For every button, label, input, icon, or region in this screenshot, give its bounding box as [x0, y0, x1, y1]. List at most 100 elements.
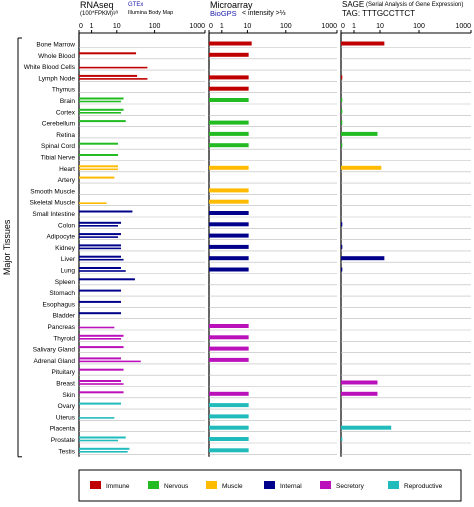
- bar-biogps: [209, 120, 249, 125]
- sage-tag: TAG: TTTGCCTTCT: [342, 9, 416, 18]
- tissue-label: Lymph Node: [38, 75, 75, 82]
- tick-label: 100: [280, 23, 292, 30]
- bar-sage: [341, 256, 385, 261]
- bar-biogps: [209, 346, 249, 351]
- bar-biogps: [209, 75, 249, 80]
- bar-gtex: [79, 221, 122, 224]
- bar-gtex: [79, 142, 119, 145]
- tissue-label: Salivary Gland: [33, 347, 76, 354]
- tick-label: 100: [149, 23, 161, 30]
- bar-gtex: [79, 244, 122, 247]
- bar-sage: [341, 120, 343, 125]
- microarray-source-biogps: BioGPS: [210, 9, 237, 18]
- bar-biogps: [209, 335, 249, 340]
- bar-sage: [341, 222, 343, 227]
- legend-box: [78, 469, 462, 502]
- bar-biogps: [209, 267, 249, 272]
- tick-label: 10: [113, 23, 121, 30]
- bar-illumina-body-map: [79, 417, 115, 419]
- tissue-label: Thyroid: [53, 335, 75, 342]
- bar-biogps: [209, 131, 249, 136]
- tissue-label: Spinal Cord: [41, 143, 75, 150]
- bar-biogps: [209, 256, 249, 261]
- tissue-label: Liver: [61, 256, 76, 263]
- bar-illumina-body-map: [79, 225, 119, 227]
- bar-sage: [341, 75, 343, 80]
- bar-biogps: [209, 437, 249, 441]
- tissue-label: Tibial Nerve: [41, 155, 76, 162]
- bar-biogps: [209, 324, 249, 328]
- bar-illumina-body-map: [79, 338, 122, 340]
- tissue-label: Prostate: [51, 437, 76, 444]
- tick-label: 1000: [321, 23, 337, 30]
- legend-label: Immune: [106, 483, 130, 490]
- tissue-label: Bladder: [53, 313, 76, 320]
- tissue-label: Adrenal Gland: [33, 358, 75, 365]
- tissue-label: Thymus: [52, 87, 76, 94]
- bar-gtex: [79, 176, 115, 179]
- bar-gtex: [79, 154, 119, 156]
- bar-gtex: [79, 380, 122, 382]
- bar-sage: [341, 380, 378, 385]
- tissue-label: Heart: [59, 166, 75, 173]
- tissue-label: Brain: [60, 98, 76, 105]
- tick-label: 1: [90, 23, 94, 30]
- tissue-label: Esophagus: [42, 301, 75, 308]
- bar-biogps: [209, 86, 249, 91]
- tick-label: 1: [220, 23, 224, 30]
- bar-gtex: [79, 52, 137, 55]
- tissue-label: Lung: [61, 268, 76, 275]
- bar-gtex: [79, 210, 133, 213]
- bar-biogps: [209, 414, 249, 419]
- bar-biogps: [209, 211, 249, 215]
- bar-gtex: [79, 233, 122, 236]
- bar-gtex: [79, 255, 122, 258]
- bar-illumina-body-map: [79, 112, 122, 114]
- tissue-label: Placenta: [50, 426, 76, 433]
- tissue-label: Smooth Muscle: [30, 188, 75, 195]
- bar-illumina-body-map: [79, 100, 122, 103]
- tick-label: 0: [341, 23, 345, 30]
- bar-illumina-body-map: [79, 326, 115, 329]
- bar-gtex: [79, 108, 124, 111]
- rnaseq-title: RNAseq: [80, 0, 114, 10]
- legend-swatch: [320, 481, 331, 489]
- bar-gtex: [79, 346, 124, 349]
- legend-label: Reproductive: [404, 483, 443, 490]
- bar-gtex: [79, 357, 122, 360]
- tissue-label: Bone Marrow: [36, 42, 75, 49]
- legend-swatch: [388, 481, 399, 489]
- bar-gtex: [79, 368, 124, 371]
- bar-sage: [341, 244, 343, 249]
- bar-illumina-body-map: [79, 383, 124, 385]
- bar-sage: [341, 391, 378, 396]
- bar-biogps: [209, 199, 249, 204]
- bar-biogps: [209, 233, 249, 238]
- tissue-label: Retina: [56, 132, 75, 139]
- tissue-label: Kidney: [55, 245, 76, 252]
- legend-swatch: [90, 481, 101, 489]
- tissue-label: Pancreas: [48, 324, 76, 331]
- microarray-unit: < intensity >⅓: [242, 10, 286, 17]
- tissue-label: Adipocyte: [46, 234, 75, 241]
- tissue-label: Ovary: [58, 403, 76, 410]
- bar-biogps: [209, 403, 249, 408]
- sage-title: SAGE: [342, 0, 365, 9]
- rnaseq-source-gtex: GTEx: [128, 2, 144, 8]
- tick-label: 1000: [189, 23, 205, 30]
- tissue-label: White Blood Cells: [24, 64, 76, 71]
- tick-label: 10: [244, 23, 252, 30]
- bar-biogps: [209, 448, 249, 453]
- bar-illumina-body-map: [79, 168, 119, 171]
- bar-gtex: [79, 278, 135, 281]
- bar-biogps: [209, 143, 249, 148]
- bar-biogps: [209, 357, 249, 362]
- tick-label: 0: [79, 23, 83, 30]
- tick-label: 1000: [455, 23, 471, 30]
- sage-subtitle: (Serial Analysis of Gene Expression): [366, 2, 464, 8]
- bar-biogps: [209, 98, 249, 102]
- rnaseq-source-illumina: Illumina Body Map: [128, 10, 174, 16]
- bar-gtex: [79, 402, 122, 405]
- bar-sage: [341, 109, 343, 114]
